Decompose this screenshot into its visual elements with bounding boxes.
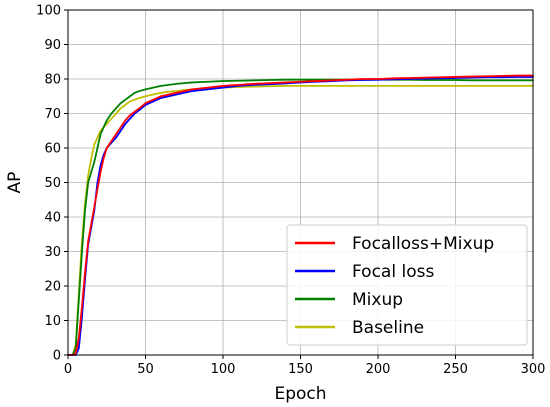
y-axis-label: AP <box>5 172 25 194</box>
x-tick-label: 250 <box>443 362 468 377</box>
legend: Focalloss+Mixup Focal loss Mixup Baseline <box>286 224 528 346</box>
y-tick-label: 90 <box>44 38 61 53</box>
series-line-focalloss-mixup <box>67 74 534 356</box>
y-tick-label: 100 <box>36 4 61 19</box>
y-tick-label: 40 <box>44 211 61 226</box>
y-tick-label: 80 <box>44 73 61 88</box>
x-tick-label: 150 <box>288 362 313 377</box>
series-lines <box>67 74 534 356</box>
legend-box <box>286 224 528 346</box>
x-tick-label: 300 <box>521 362 546 377</box>
legend-label-focal-loss: Focal loss <box>352 262 434 282</box>
y-tick-label: 30 <box>44 245 61 260</box>
y-tick-label: 20 <box>44 280 61 295</box>
series-line-baseline <box>67 85 534 356</box>
y-tick-label: 0 <box>53 349 61 364</box>
x-tick-label: 50 <box>137 362 154 377</box>
y-tick-label: 10 <box>44 314 61 329</box>
x-tick-label: 100 <box>211 362 236 377</box>
legend-label-focalloss-mixup: Focalloss+Mixup <box>352 234 494 254</box>
y-tick-label: 60 <box>44 142 61 157</box>
axis-ticks: 0 50 100 150 200 250 300 0 10 20 30 40 50 60 70 80 90 100 <box>36 4 545 378</box>
legend-label-mixup: Mixup <box>352 290 403 310</box>
x-tick-label: 0 <box>64 362 72 377</box>
y-tick-label: 50 <box>44 176 61 191</box>
y-tick-label: 70 <box>44 107 61 122</box>
x-axis-label: Epoch <box>274 384 326 404</box>
legend-label-baseline: Baseline <box>352 318 424 338</box>
x-tick-label: 200 <box>366 362 391 377</box>
